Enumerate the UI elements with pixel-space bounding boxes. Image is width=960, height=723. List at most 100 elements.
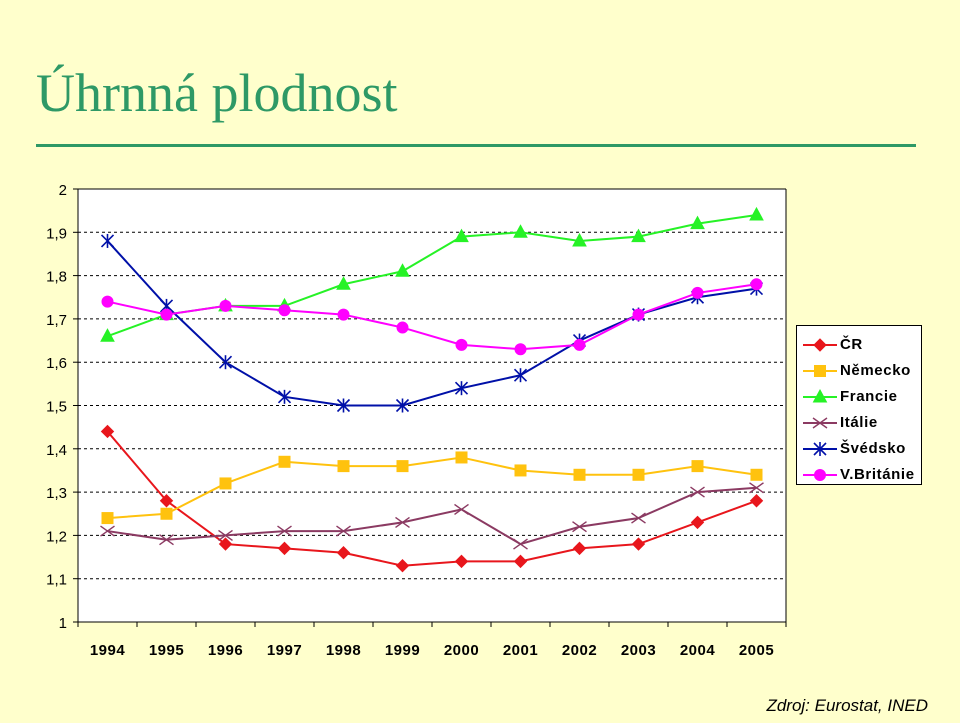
x-tick-label: 1994 (90, 642, 126, 659)
legend-label: Švédsko (840, 440, 906, 457)
x-tick-label: 1997 (267, 642, 302, 659)
data-point (749, 482, 764, 494)
x-tick-label: 2003 (621, 642, 656, 659)
title-underline (36, 144, 916, 147)
x-tick-label: 1998 (326, 642, 361, 659)
series-v-brit-nie (101, 278, 763, 356)
data-point (337, 460, 350, 473)
data-point (100, 424, 115, 439)
data-point (454, 503, 469, 515)
series-n-mecko (101, 451, 763, 525)
data-point (396, 321, 409, 334)
data-point (632, 468, 645, 481)
y-tick-label: 1 (59, 615, 67, 632)
data-point (100, 233, 115, 248)
x-tick-label: 2005 (739, 642, 774, 659)
data-point (573, 338, 586, 351)
data-point (631, 512, 646, 524)
data-point (691, 460, 704, 473)
data-point (277, 525, 292, 537)
series-line (107, 283, 757, 351)
source-note: Zdroj: Eurostat, INED (766, 696, 928, 715)
data-point (514, 343, 527, 356)
data-point (513, 554, 528, 569)
data-point (513, 224, 528, 238)
data-point (100, 525, 115, 537)
series-it-lie (100, 482, 764, 550)
data-point (218, 537, 233, 551)
data-point (101, 512, 114, 525)
legend-marker (812, 417, 828, 429)
data-point (395, 516, 410, 528)
data-point (336, 276, 351, 290)
legend-label: V.Británie (840, 466, 915, 483)
data-point (750, 468, 763, 481)
x-tick-label: 2002 (562, 642, 597, 659)
series-line (107, 456, 757, 520)
y-tick-label: 1,6 (46, 355, 67, 372)
legend-item: Švédsko (797, 436, 921, 462)
x-tick-label: 2004 (680, 642, 716, 659)
data-point (513, 538, 528, 550)
data-point (572, 232, 587, 247)
legend-label: ČR (840, 336, 863, 353)
data-point (690, 486, 705, 498)
legend-label: Německo (840, 362, 911, 379)
legend-item: Itálie (797, 410, 921, 436)
data-point (160, 507, 173, 520)
data-point (455, 338, 468, 351)
legend-label: Francie (840, 388, 898, 405)
data-point (278, 455, 291, 468)
data-point (395, 398, 410, 413)
x-tick-label: 1999 (385, 642, 420, 659)
data-point (396, 460, 409, 473)
data-point (337, 308, 350, 321)
x-tick-label: 1995 (149, 642, 184, 659)
data-point (218, 529, 233, 541)
data-point (454, 228, 469, 243)
y-tick-label: 1,4 (46, 442, 67, 459)
data-point (159, 494, 174, 508)
legend-item: Německo (797, 358, 921, 384)
legend-swatch (803, 338, 837, 352)
legend-item: ČR (797, 332, 921, 358)
legend-marker (813, 338, 827, 352)
data-point (749, 494, 764, 508)
data-point (572, 541, 587, 556)
legend-swatch (803, 365, 837, 377)
y-tick-label: 1,3 (46, 485, 67, 502)
legend-swatch (803, 442, 837, 456)
data-point (336, 546, 351, 560)
x-tick-label: 2001 (503, 642, 538, 659)
data-point (100, 328, 115, 342)
legend-swatch (803, 417, 837, 429)
y-tick-label: 2 (59, 182, 67, 199)
data-point (631, 537, 646, 551)
data-point (750, 278, 763, 291)
data-point (631, 228, 646, 243)
y-tick-label: 1,5 (46, 399, 67, 416)
y-tick-label: 1,2 (46, 528, 67, 545)
data-point (572, 521, 587, 533)
y-tick-label: 1,8 (46, 269, 67, 286)
legend-item: V.Británie (797, 462, 921, 488)
data-point (513, 368, 528, 383)
data-point (277, 541, 292, 556)
data-point (690, 515, 705, 530)
data-point (219, 477, 232, 490)
data-point (454, 554, 469, 569)
legend-swatch (803, 469, 837, 481)
data-point (690, 215, 705, 230)
x-tick-label: 1996 (208, 642, 243, 659)
data-point (101, 295, 114, 308)
data-point (278, 304, 291, 317)
data-point (573, 468, 586, 481)
page-title: Úhrnná plodnost (36, 63, 398, 123)
chart-legend: ČR Německo Francie Itálie Švédsko V.Británie (796, 325, 922, 485)
y-tick-label: 1,9 (46, 225, 67, 242)
y-tick-label: 1,1 (46, 572, 67, 589)
data-point (454, 381, 469, 396)
data-point (218, 355, 233, 370)
data-point (691, 286, 704, 299)
legend-label: Itálie (840, 414, 878, 431)
